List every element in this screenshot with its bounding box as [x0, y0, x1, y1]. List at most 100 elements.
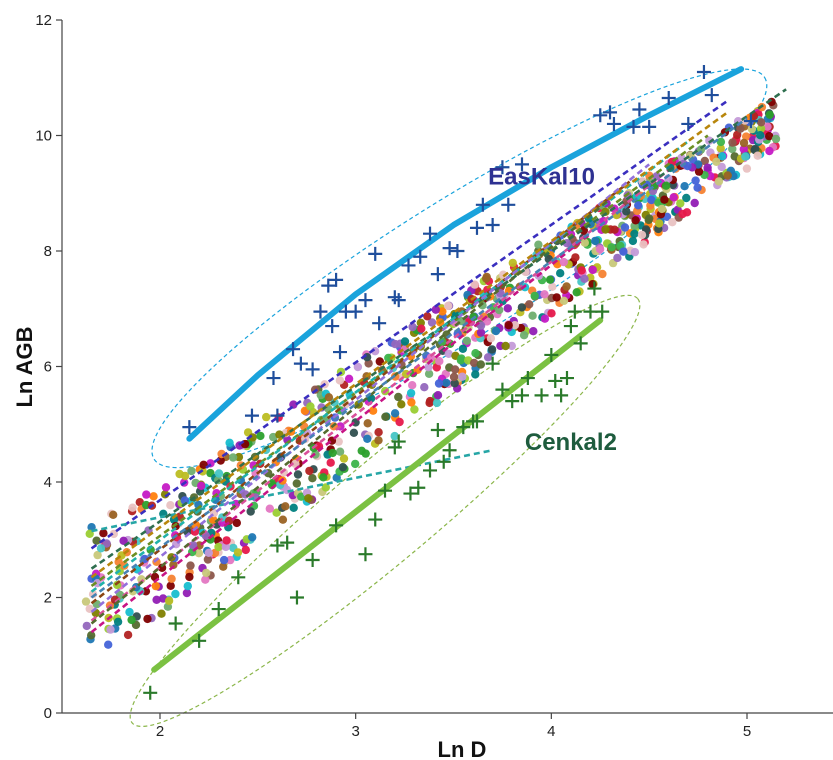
annotation-cenkal2: Cenkal2: [525, 429, 617, 456]
plus-point: [358, 293, 373, 308]
cloud-point: [639, 240, 648, 249]
cloud-point: [529, 327, 538, 336]
cloud-point: [610, 225, 619, 234]
cloud-point: [232, 518, 241, 528]
y-tick-label: 12: [35, 12, 52, 29]
plus-point: [495, 382, 510, 397]
cloud-point: [304, 494, 313, 503]
plus-point: [231, 570, 246, 585]
cloud-point: [495, 305, 504, 315]
cloud-point: [552, 293, 561, 302]
cloud-point: [693, 183, 702, 192]
plus-point: [325, 319, 340, 334]
cloud-point: [717, 162, 726, 172]
cloud-point: [99, 529, 108, 538]
cloud-point: [324, 393, 334, 402]
cloud-point: [427, 318, 437, 327]
cloud-point: [104, 640, 113, 649]
plus-point: [505, 394, 520, 409]
plus-point: [583, 304, 598, 319]
plus-point: [642, 119, 657, 134]
cloud-point: [180, 496, 189, 505]
plus-point: [413, 249, 428, 264]
cloud-point: [728, 138, 737, 147]
plus-point: [211, 602, 226, 617]
cloud-point: [450, 379, 459, 388]
cloud-point: [660, 195, 669, 204]
plus-point: [548, 373, 563, 388]
cloud-point: [374, 428, 383, 437]
plus-point: [593, 108, 608, 123]
cloud-point: [765, 132, 774, 141]
cloud-point: [458, 372, 467, 381]
cloud-point: [87, 523, 96, 532]
cloud-point: [661, 181, 671, 190]
cloud-point: [588, 265, 597, 275]
plus-point: [313, 304, 328, 319]
cloud-point: [487, 345, 497, 354]
dashed-line-9: [90, 111, 729, 579]
y-tick-label: 4: [44, 474, 52, 491]
cloud-point: [548, 282, 557, 291]
cloud-point: [344, 374, 354, 383]
cloud-point: [547, 309, 556, 318]
cloud-point: [246, 507, 255, 516]
x-tick-label: 5: [743, 723, 751, 740]
y-tick-label: 8: [44, 243, 52, 260]
cloud-point: [501, 341, 510, 351]
cloud-point: [363, 434, 372, 443]
cloud-point: [705, 136, 714, 145]
plus-point: [559, 371, 574, 386]
cloud-point: [771, 134, 781, 144]
cloud-point: [185, 572, 194, 582]
cloud-point: [335, 447, 345, 456]
cloud-point: [756, 118, 766, 127]
cloud-point: [363, 419, 372, 428]
cloud-point: [457, 354, 466, 363]
dashed-line-11: [90, 117, 748, 599]
cloud-point: [444, 349, 453, 358]
cloud-point: [109, 529, 119, 539]
plus-point: [632, 102, 647, 117]
cloud-point: [510, 321, 520, 330]
cloud-point: [504, 321, 513, 330]
cloud-point: [143, 614, 152, 624]
cloud-point: [482, 272, 491, 282]
cloud-point: [390, 431, 399, 441]
cloud-point: [407, 398, 416, 407]
cloud-point: [765, 146, 774, 156]
cloud-point: [417, 324, 426, 333]
cloud-point: [293, 470, 303, 479]
cloud-point: [135, 498, 144, 507]
plus-point: [534, 388, 549, 403]
cloud-point: [96, 544, 106, 553]
cloud-point: [756, 124, 766, 133]
plus-point: [391, 434, 406, 449]
cloud-point: [161, 483, 171, 492]
cloud-point: [668, 218, 677, 227]
cloud-point: [361, 449, 370, 458]
cloud-point: [449, 372, 459, 382]
cloud-point: [700, 156, 709, 166]
cloud-point: [187, 466, 196, 476]
cloud-point: [712, 157, 721, 166]
cloud-point: [391, 339, 400, 349]
cloud-point: [166, 581, 175, 590]
cloud-point: [471, 349, 480, 358]
cloud-point: [204, 548, 213, 557]
cloud-point: [690, 198, 699, 208]
cloud-point: [328, 448, 337, 458]
cloud-point: [753, 151, 762, 160]
cloud-point: [152, 595, 161, 604]
cloud-point: [368, 406, 378, 415]
dashed-fit-lines: [90, 88, 787, 634]
cloud-point: [620, 223, 630, 232]
cloud-point: [680, 182, 689, 191]
cloud-point: [528, 311, 537, 320]
plus-point: [587, 281, 602, 296]
plus-point: [704, 88, 719, 103]
cloud-point: [262, 412, 271, 422]
cloud-point: [289, 503, 298, 512]
